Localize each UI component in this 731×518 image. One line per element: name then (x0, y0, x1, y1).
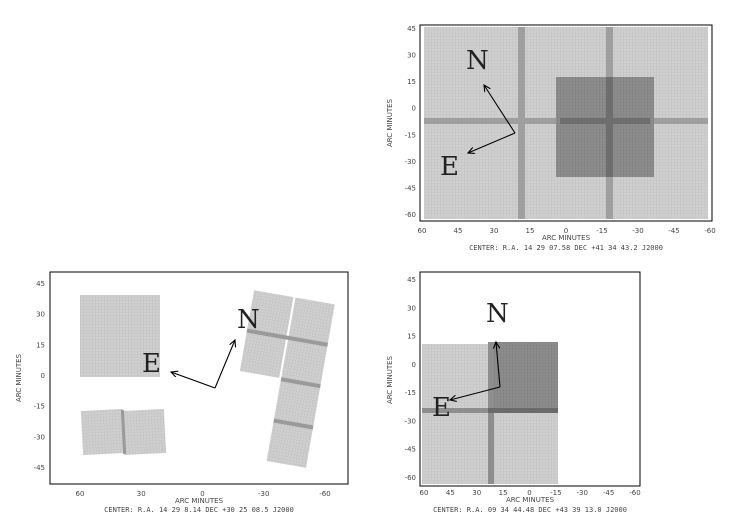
y-tick-labels: 45 30 15 0 -15 -30 -45 -60 (405, 25, 416, 219)
y-tick-label: -30 (405, 417, 416, 425)
compass-east-label: E (440, 152, 459, 182)
survey-field (80, 295, 160, 377)
compass-east-arrow (450, 386, 501, 400)
x-tick-label: -60 (629, 489, 640, 497)
sky-chart-bottom-right: N E 60 45 30 15 0 -15 -30 -45 -60 45 30 15 0 -15 -30 -… (386, 271, 641, 514)
y-tick-label: -45 (405, 184, 416, 192)
x-tick-label: -45 (668, 227, 679, 235)
x-tick-label: -45 (603, 489, 614, 497)
survey-field (121, 408, 167, 456)
y-tick-label: -15 (405, 131, 416, 139)
compass-east-arrow (468, 132, 516, 153)
y-tick-label: 15 (407, 333, 416, 341)
compass-north-label: N (466, 46, 489, 76)
y-tick-label: 45 (36, 280, 45, 288)
center-coordinates: CENTER: R.A. 14 29 07.58 DEC +41 34 43.2… (469, 244, 663, 252)
y-tick-label: 0 (41, 372, 45, 380)
compass-north-arrow (484, 85, 516, 134)
y-tick-label: -30 (34, 433, 45, 441)
y-tick-label: 30 (407, 304, 416, 312)
y-axis-label: ARC MINUTES (386, 355, 394, 404)
y-tick-label: 0 (412, 105, 416, 113)
center-coordinates: CENTER: R.A. 09 34 44.48 DEC +43 39 13.0… (433, 506, 627, 514)
overlap-strip (560, 118, 650, 124)
y-tick-label: -60 (405, 474, 416, 482)
compass-north-arrow (214, 340, 235, 389)
x-tick-label: 0 (200, 490, 204, 498)
compass-east-label: E (142, 349, 161, 379)
x-tick-labels: 60 45 30 15 0 -15 -30 -45 -60 (418, 227, 716, 235)
compass-east-label: E (432, 393, 451, 423)
panel-bottom-right: N E 60 45 30 15 0 -15 -30 -45 -60 45 30 15 0 -15 -30 -… (380, 270, 650, 515)
y-tick-label: 45 (407, 25, 416, 33)
sky-chart-top-right: N E 60 45 30 15 0 -15 -30 -45 -60 45 30 15 0 -15 -30 -… (386, 24, 716, 252)
x-tick-labels: 60 45 30 15 0 -15 -30 -45 -60 (420, 489, 641, 497)
survey-mosaic (239, 290, 335, 468)
panel-bottom-left: E N 60 30 0 -30 -60 45 30 15 0 -15 -30 -45 ARC MIN… (5, 270, 360, 515)
x-tick-label: 30 (472, 489, 481, 497)
x-tick-label: -60 (704, 227, 715, 235)
overlap-strip (488, 408, 558, 413)
y-tick-label: 30 (407, 52, 416, 60)
x-tick-label: 30 (490, 227, 499, 235)
x-tick-label: -30 (577, 489, 588, 497)
x-tick-label: 60 (420, 489, 429, 497)
x-tick-labels: 60 30 0 -30 -60 (76, 490, 331, 498)
overlap-strip (120, 409, 127, 455)
y-tick-label: 15 (36, 341, 45, 349)
x-axis-label: ARC MINUTES (506, 496, 555, 504)
y-tick-labels: 45 30 15 0 -15 -30 -45 (34, 280, 45, 472)
y-tick-label: 30 (36, 311, 45, 319)
y-tick-label: -60 (405, 211, 416, 219)
x-tick-label: 0 (564, 227, 568, 235)
y-tick-label: -45 (405, 446, 416, 454)
compass-north-label: N (237, 305, 260, 335)
deep-field (556, 77, 654, 177)
x-tick-label: 15 (499, 489, 508, 497)
x-axis-label: ARC MINUTES (175, 497, 224, 505)
x-tick-label: -30 (632, 227, 643, 235)
y-tick-label: -30 (405, 158, 416, 166)
x-tick-label: -15 (550, 489, 561, 497)
overlap-strip (606, 77, 613, 177)
compass-north-arrow (496, 342, 501, 388)
center-coordinates: CENTER: R.A. 14 29 8.14 DEC +30 25 08.5 … (104, 506, 294, 514)
x-tick-label: 15 (526, 227, 535, 235)
y-tick-label: -15 (34, 403, 45, 411)
x-tick-label: -30 (258, 490, 269, 498)
y-tick-labels: 45 30 15 0 -15 -30 -45 -60 (405, 276, 416, 482)
x-tick-label: 45 (454, 227, 463, 235)
y-tick-label: -45 (34, 464, 45, 472)
x-tick-label: 0 (527, 489, 531, 497)
sky-chart-bottom-left: E N 60 30 0 -30 -60 45 30 15 0 -15 -30 -45 ARC MIN… (15, 271, 349, 514)
y-axis-label: ARC MINUTES (386, 98, 394, 147)
y-axis-label: ARC MINUTES (15, 353, 23, 402)
y-tick-label: -15 (405, 389, 416, 397)
survey-field (80, 408, 126, 456)
x-tick-label: 60 (418, 227, 427, 235)
y-tick-label: 45 (407, 276, 416, 284)
x-axis-label: ARC MINUTES (542, 234, 591, 242)
x-tick-label: -15 (596, 227, 607, 235)
x-tick-label: -60 (319, 490, 330, 498)
y-tick-label: 0 (412, 361, 416, 369)
x-tick-label: 60 (76, 490, 85, 498)
panel-top-right: N E 60 45 30 15 0 -15 -30 -45 -60 45 30 15 0 -15 -30 -… (380, 15, 725, 255)
x-tick-label: 30 (137, 490, 146, 498)
y-tick-label: 15 (407, 78, 416, 86)
compass-east-arrow (171, 372, 216, 389)
x-tick-label: 45 (446, 489, 455, 497)
compass-north-label: N (486, 299, 509, 329)
deep-field (488, 342, 558, 412)
